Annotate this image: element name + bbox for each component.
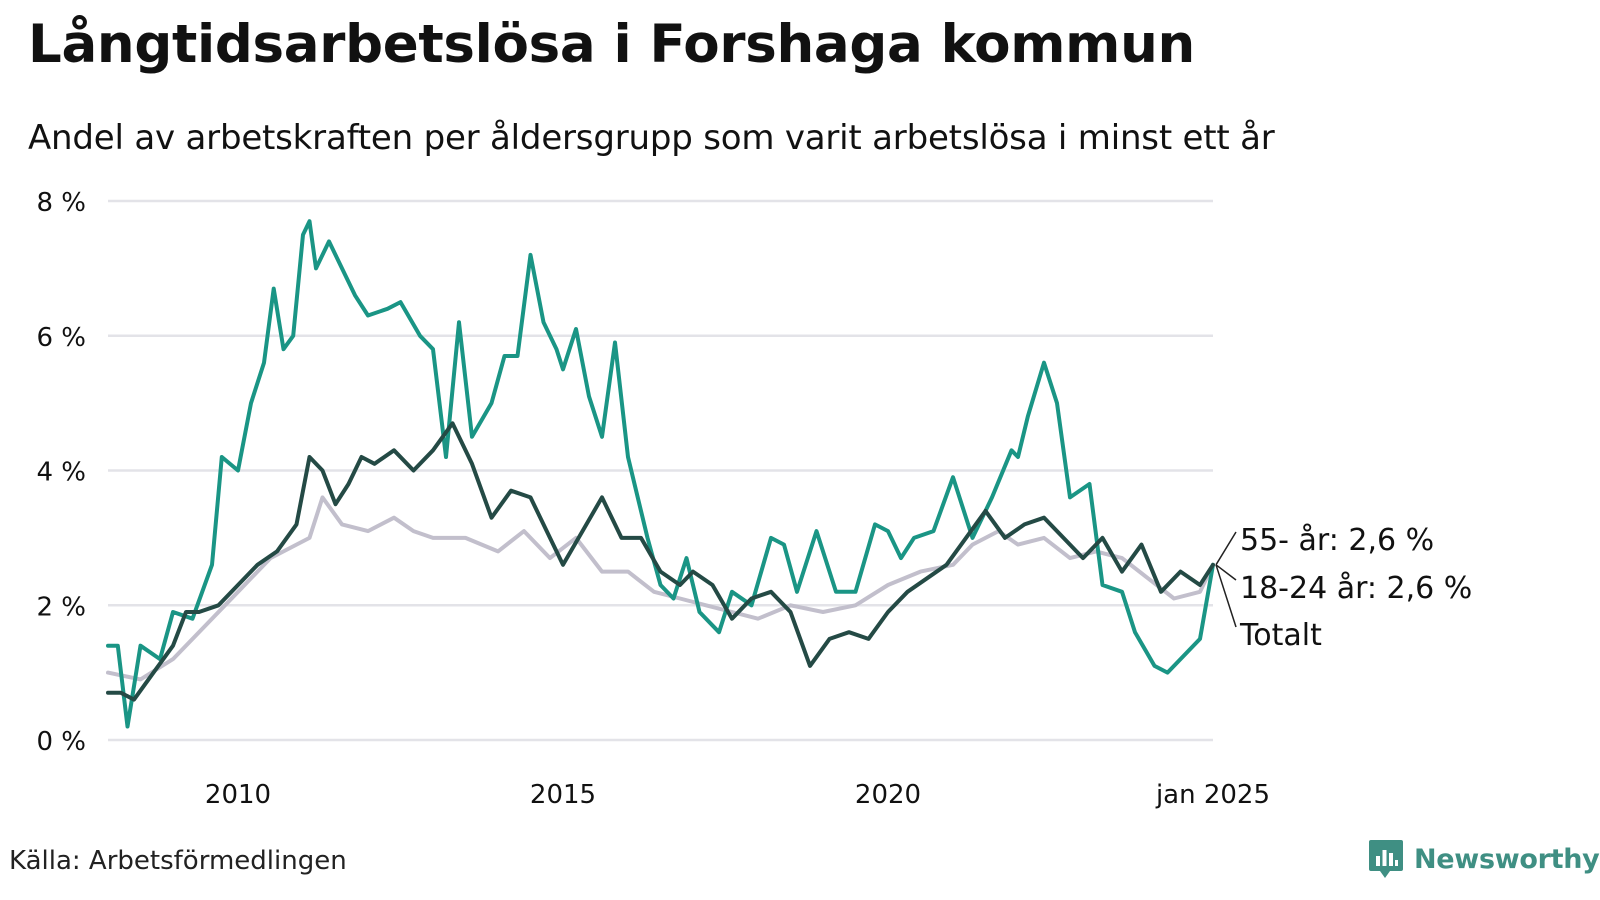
x-tick-label: jan 2025 xyxy=(1155,780,1270,810)
series-lines xyxy=(106,219,1215,729)
page-title: Långtidsarbetslösa i Forshaga kommun xyxy=(28,14,1195,75)
label-leader-line xyxy=(1215,531,1237,566)
series-labels: 55- år: 2,6 % 18-24 år: 2,6 % Totalt xyxy=(1215,523,1472,653)
x-tick-label: 2020 xyxy=(855,780,921,810)
label-leader-line xyxy=(1215,564,1237,581)
y-tick-label: 0 % xyxy=(36,727,86,757)
label-leader-line xyxy=(1215,564,1237,628)
series-end-label: 55- år: 2,6 % xyxy=(1240,523,1434,558)
series-line-totalt xyxy=(106,421,1215,702)
y-tick-label: 2 % xyxy=(36,592,86,622)
x-axis-ticks: 2010 2015 2020 jan 2025 xyxy=(205,780,1270,810)
series-end-label: 18-24 år: 2,6 % xyxy=(1240,571,1472,606)
newsworthy-icon xyxy=(1369,840,1403,878)
series-line-55-r xyxy=(106,495,1215,682)
y-tick-label: 8 % xyxy=(36,188,86,218)
series-line-18-24-r xyxy=(106,219,1215,729)
brand-logo[interactable]: Newsworthy xyxy=(1368,838,1600,880)
chart-subtitle: Andel av arbetskraften per åldersgrupp s… xyxy=(28,118,1275,158)
line-chart: 0 % 2 % 4 % 6 % 8 % 2010 2015 2020 jan 2025 55-… xyxy=(36,188,1472,810)
source-note: Källa: Arbetsförmedlingen xyxy=(9,846,347,876)
x-tick-label: 2010 xyxy=(205,780,271,810)
brand-name: Newsworthy xyxy=(1414,843,1600,875)
x-tick-label: 2015 xyxy=(530,780,596,810)
series-end-label: Totalt xyxy=(1239,618,1322,653)
y-tick-label: 4 % xyxy=(36,458,86,488)
y-tick-label: 6 % xyxy=(36,323,86,353)
gridlines xyxy=(108,199,1213,742)
y-axis-ticks: 0 % 2 % 4 % 6 % 8 % xyxy=(36,188,86,757)
